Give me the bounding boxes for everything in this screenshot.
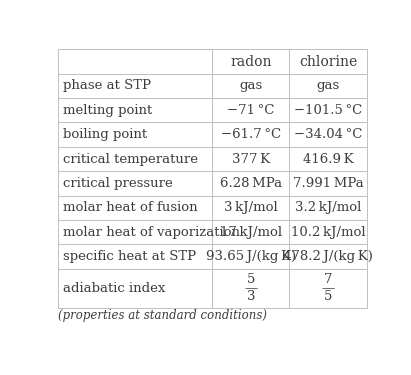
Bar [289, 244, 367, 269]
Text: 3.2 kJ/mol: 3.2 kJ/mol [295, 201, 361, 214]
Text: critical pressure: critical pressure [62, 177, 172, 190]
Bar [212, 98, 289, 123]
Bar [58, 269, 212, 308]
Text: chlorine: chlorine [299, 54, 357, 69]
Bar [212, 147, 289, 171]
Text: 3 kJ/mol: 3 kJ/mol [224, 201, 278, 214]
Text: −71 °C: −71 °C [227, 104, 275, 117]
Text: phase at STP: phase at STP [62, 80, 150, 92]
Text: (properties at standard conditions): (properties at standard conditions) [58, 309, 267, 322]
Text: 17 kJ/mol: 17 kJ/mol [220, 226, 282, 238]
Text: molar heat of vaporization: molar heat of vaporization [62, 226, 240, 238]
Bar [58, 74, 212, 98]
Bar [289, 50, 367, 74]
Text: 93.65 J/(kg K): 93.65 J/(kg K) [206, 250, 296, 263]
Text: 416.9 K: 416.9 K [303, 153, 353, 165]
Bar [289, 147, 367, 171]
Text: boiling point: boiling point [62, 128, 147, 141]
Text: 5: 5 [247, 273, 255, 286]
Text: 478.2 J/(kg K): 478.2 J/(kg K) [283, 250, 373, 263]
Text: −101.5 °C: −101.5 °C [294, 104, 362, 117]
Text: 6.28 MPa: 6.28 MPa [220, 177, 282, 190]
Text: 10.2 kJ/mol: 10.2 kJ/mol [291, 226, 365, 238]
Bar [289, 123, 367, 147]
Bar [212, 269, 289, 308]
Bar [212, 244, 289, 269]
Bar [58, 220, 212, 245]
Bar [58, 123, 212, 147]
Text: 377 K: 377 K [232, 153, 270, 165]
Text: specific heat at STP: specific heat at STP [62, 250, 196, 263]
Bar [58, 50, 212, 74]
Bar [289, 98, 367, 123]
Bar [58, 98, 212, 123]
Bar [212, 196, 289, 220]
Bar [58, 171, 212, 196]
Text: radon: radon [230, 54, 272, 69]
Text: melting point: melting point [62, 104, 152, 117]
Bar [58, 196, 212, 220]
Text: 3: 3 [247, 290, 255, 303]
Text: −61.7 °C: −61.7 °C [221, 128, 281, 141]
Bar [212, 171, 289, 196]
Bar [289, 220, 367, 245]
Bar [58, 147, 212, 171]
Bar [212, 123, 289, 147]
Text: gas: gas [316, 80, 340, 92]
Text: 5: 5 [324, 290, 332, 303]
Bar [289, 196, 367, 220]
Text: 7.991 MPa: 7.991 MPa [293, 177, 363, 190]
Text: 7: 7 [324, 273, 332, 286]
Text: molar heat of fusion: molar heat of fusion [62, 201, 197, 214]
Bar [289, 74, 367, 98]
Bar [289, 269, 367, 308]
Bar [212, 220, 289, 245]
Bar [212, 74, 289, 98]
Bar [289, 171, 367, 196]
Text: —: — [244, 282, 257, 295]
Text: gas: gas [239, 80, 263, 92]
Text: −34.04 °C: −34.04 °C [294, 128, 362, 141]
Bar [58, 244, 212, 269]
Bar [212, 50, 289, 74]
Text: critical temperature: critical temperature [62, 153, 198, 165]
Text: adiabatic index: adiabatic index [62, 282, 165, 295]
Text: —: — [321, 282, 335, 295]
